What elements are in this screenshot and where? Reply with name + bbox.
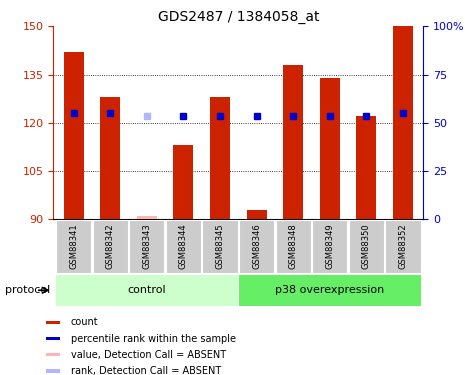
- Text: protocol: protocol: [5, 285, 50, 295]
- FancyBboxPatch shape: [312, 220, 347, 273]
- Bar: [64, 52, 84, 219]
- Text: GSM88349: GSM88349: [326, 224, 334, 269]
- Text: GSM88346: GSM88346: [252, 224, 261, 269]
- FancyBboxPatch shape: [129, 220, 165, 273]
- Bar: [173, 146, 193, 219]
- Bar: [356, 116, 377, 219]
- FancyBboxPatch shape: [56, 275, 238, 306]
- Text: percentile rank within the sample: percentile rank within the sample: [71, 333, 236, 344]
- Title: GDS2487 / 1384058_at: GDS2487 / 1384058_at: [158, 10, 319, 24]
- FancyBboxPatch shape: [202, 220, 238, 273]
- Bar: [46, 337, 60, 340]
- FancyBboxPatch shape: [166, 220, 201, 273]
- Bar: [100, 97, 120, 219]
- Bar: [46, 321, 60, 324]
- Text: GSM88341: GSM88341: [69, 224, 78, 269]
- Bar: [46, 353, 60, 356]
- Bar: [46, 369, 60, 373]
- Bar: [137, 216, 157, 219]
- Text: value, Detection Call = ABSENT: value, Detection Call = ABSENT: [71, 350, 226, 360]
- FancyBboxPatch shape: [385, 220, 420, 273]
- FancyBboxPatch shape: [93, 220, 128, 273]
- Text: rank, Detection Call = ABSENT: rank, Detection Call = ABSENT: [71, 366, 221, 375]
- Text: GSM88345: GSM88345: [215, 224, 225, 269]
- FancyBboxPatch shape: [349, 220, 384, 273]
- Bar: [210, 97, 230, 219]
- Text: control: control: [127, 285, 166, 295]
- Text: GSM88352: GSM88352: [399, 224, 407, 269]
- FancyBboxPatch shape: [239, 220, 274, 273]
- FancyBboxPatch shape: [56, 220, 91, 273]
- Text: GSM88348: GSM88348: [289, 224, 298, 269]
- Text: GSM88344: GSM88344: [179, 224, 188, 269]
- Bar: [320, 78, 340, 219]
- Bar: [246, 210, 267, 219]
- Text: GSM88350: GSM88350: [362, 224, 371, 269]
- Text: count: count: [71, 317, 98, 327]
- Text: GSM88342: GSM88342: [106, 224, 115, 269]
- Text: p38 overexpression: p38 overexpression: [275, 285, 385, 295]
- Bar: [393, 26, 413, 219]
- FancyBboxPatch shape: [276, 220, 311, 273]
- FancyBboxPatch shape: [239, 275, 420, 306]
- Text: GSM88343: GSM88343: [142, 224, 151, 269]
- Bar: [283, 65, 303, 219]
